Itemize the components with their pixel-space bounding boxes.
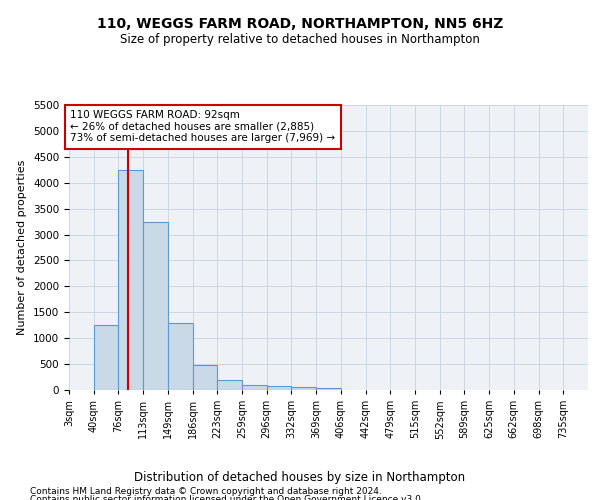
Y-axis label: Number of detached properties: Number of detached properties [17, 160, 28, 335]
Bar [316, 388, 341, 390]
Text: Contains public sector information licensed under the Open Government Licence v3: Contains public sector information licen… [30, 495, 424, 500]
Text: Distribution of detached houses by size in Northampton: Distribution of detached houses by size … [134, 471, 466, 484]
Text: Size of property relative to detached houses in Northampton: Size of property relative to detached ho… [120, 32, 480, 46]
Bar [143, 222, 168, 390]
Text: Contains HM Land Registry data © Crown copyright and database right 2024.: Contains HM Land Registry data © Crown c… [30, 488, 382, 496]
Text: 110, WEGGS FARM ROAD, NORTHAMPTON, NN5 6HZ: 110, WEGGS FARM ROAD, NORTHAMPTON, NN5 6… [97, 18, 503, 32]
Text: 110 WEGGS FARM ROAD: 92sqm
← 26% of detached houses are smaller (2,885)
73% of s: 110 WEGGS FARM ROAD: 92sqm ← 26% of deta… [70, 110, 335, 144]
Bar [118, 170, 143, 390]
Bar [94, 325, 118, 390]
Bar [217, 380, 242, 390]
Bar [292, 387, 316, 390]
Bar [242, 385, 267, 390]
Bar [193, 365, 217, 390]
Bar [267, 386, 292, 390]
Bar [168, 322, 193, 390]
